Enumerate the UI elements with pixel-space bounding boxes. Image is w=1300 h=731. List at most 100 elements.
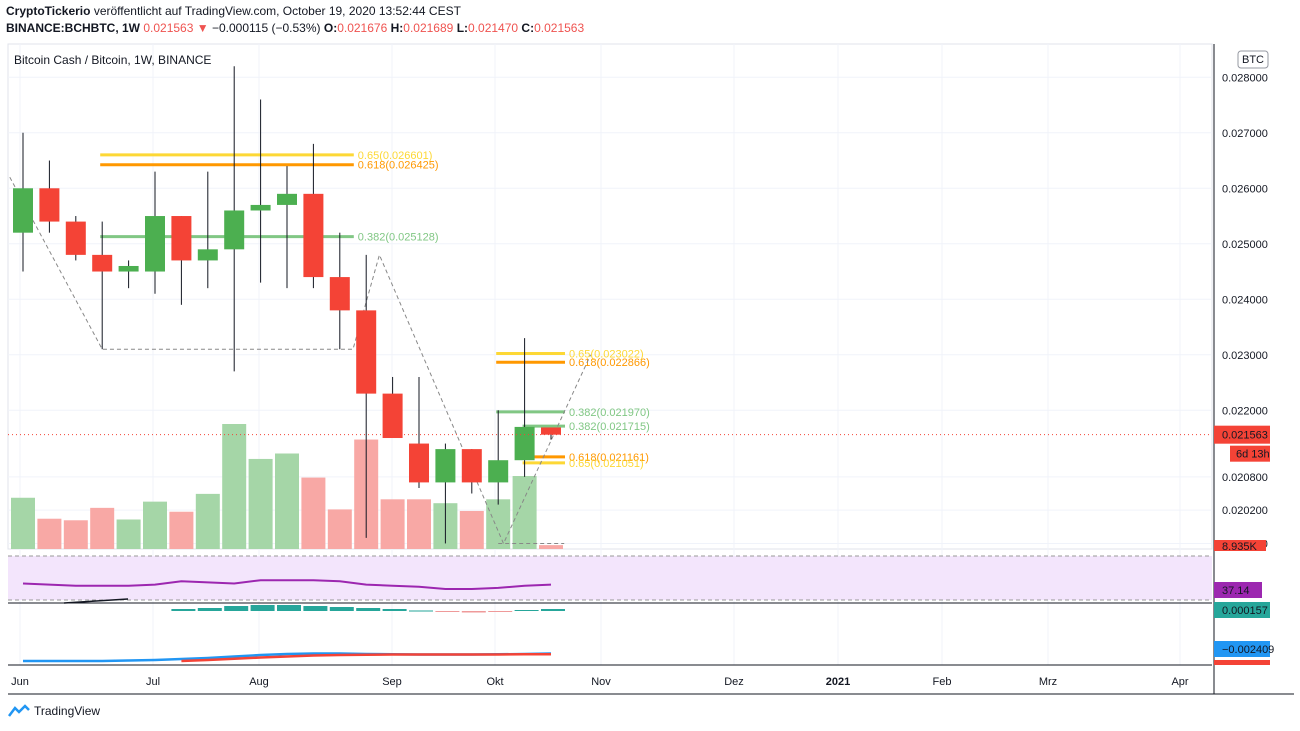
time-tick-label: Jun [11,676,29,688]
macd-hist-bar [435,611,460,612]
macd-hist-bar [329,607,354,611]
volume-bar [380,499,405,549]
fib-levels: 0.65(0.026601)0.618(0.026425) 0.382(0.025… [100,150,650,470]
price-tick-label: 0.025000 [1222,239,1268,251]
macd-hist-bar [541,609,565,611]
fib-level-label: 0.382(0.021715) [569,421,650,433]
time-tick-label: Sep [382,676,402,688]
volume-bar [222,424,247,549]
time-tick-label: Dez [724,676,744,688]
header-line-1: CryptoTickerio veröffentlicht auf Tradin… [6,4,461,18]
price-tick-label: 0.020800 [1222,472,1268,484]
legend-title: Bitcoin Cash / Bitcoin, 1W, BINANCE [14,53,211,67]
price-tick-label: 0.026000 [1222,183,1268,195]
down-arrow-icon: ▼ [196,21,209,35]
macd-hist-badge-label: 0.000157 [1222,605,1268,617]
rsi-trend-line [63,598,129,604]
last-price-badge [1214,425,1270,444]
volume-bar [195,493,220,549]
rsi-line [22,579,552,590]
candle-body [65,221,86,255]
time-tick-label: Apr [1171,676,1188,688]
fib-level-label: 0.65(0.021051) [569,458,644,470]
price-tick-label: 0.023000 [1222,350,1268,362]
price-tick-label: 0.028000 [1222,72,1268,84]
low-value: 0.021470 [468,21,519,35]
macd-hist-bar [409,610,433,612]
high-label: H: [390,21,404,35]
zigzag-lines [9,176,592,545]
fib-level-label: 0.618(0.022866) [569,357,650,369]
published-text: veröffentlicht auf TradingView.com, Octo… [93,4,461,18]
time-axis: Jun Jul Aug Sep Okt Nov Dez 2021 Feb Mrz Apr [8,676,1294,695]
candle-body [514,426,535,461]
time-tick-label: Mrz [1039,676,1057,688]
fib-level-label: 0.382(0.025128) [358,232,439,244]
macd-hist-bar [461,611,486,613]
macd-signal-line [181,653,551,663]
footer-brand[interactable]: TradingView [8,704,100,718]
volume-bar [512,476,537,549]
volume-bar [37,518,62,549]
candle-body [541,427,561,435]
macd-hist-bar [303,606,328,611]
macd-hist-bar [277,605,301,611]
open-label: O: [323,21,338,35]
fib-level-label: 0.65(0.023022) [569,349,644,361]
author-name[interactable]: CryptoTickerio [6,4,91,18]
fib-level-label: 0.618(0.026425) [358,160,439,172]
candle-body [461,449,482,483]
rsi-band [8,556,1212,600]
candle-body [13,188,33,233]
time-tick-label: Feb [933,676,952,688]
volume-bar [11,497,35,549]
currency-badge[interactable]: BTC [1237,50,1269,69]
macd-badge [1214,641,1270,657]
macd-hist-bar [250,605,275,611]
time-tick-label: Jul [146,676,160,688]
candle-body [435,449,456,483]
fib-level-label: 0.618(0.021161) [569,452,649,464]
volume-bar [275,453,299,549]
volume-bar [63,520,88,549]
volume-bar [327,509,352,549]
volume-bar [143,501,167,549]
candle-body [303,193,324,278]
close-label: C: [521,21,535,35]
volume-badge-label: 8.935K [1222,541,1258,553]
macd-hist-bar [224,606,249,611]
header-line-2: BINANCE:BCHBTC, 1W 0.021563 ▼ −0.000115 … [6,21,584,35]
candle-body [488,460,509,483]
countdown-badge [1230,445,1270,462]
time-tick-label: Okt [486,676,503,688]
candles [8,66,1212,544]
candle-body [409,443,429,483]
volume-bar [407,499,431,549]
last-price-badge-label: 0.021563 [1222,430,1268,442]
macd-hist-bar [382,609,407,611]
candle-body [39,188,60,222]
macd-hist-bar [356,608,381,611]
macd-signal-badge [1214,660,1270,665]
candle-body [356,310,377,394]
candle-body [171,216,192,261]
price-axis: 0.028000 0.027000 0.026000 0.025000 0.024000… [1213,44,1274,694]
candle-body [277,193,297,205]
countdown-label: 6d 13h [1236,449,1270,461]
volume-bar [486,499,511,549]
candle-body [92,254,113,272]
last-price: 0.021563 [143,21,194,35]
price-tick-label: 0.022000 [1222,405,1268,417]
candle-body [118,265,139,272]
candle-body [250,204,271,211]
tradingview-logo-icon [8,704,30,717]
candle-body [145,216,165,272]
symbol-label: BINANCE:BCHBTC, 1W [6,21,140,35]
time-tick-label: Aug [249,676,269,688]
candle-body [329,277,350,311]
volume-bar [301,477,326,549]
volume-bars [11,424,563,549]
macd-hist-bar [171,609,196,611]
volume-bar [248,458,273,549]
